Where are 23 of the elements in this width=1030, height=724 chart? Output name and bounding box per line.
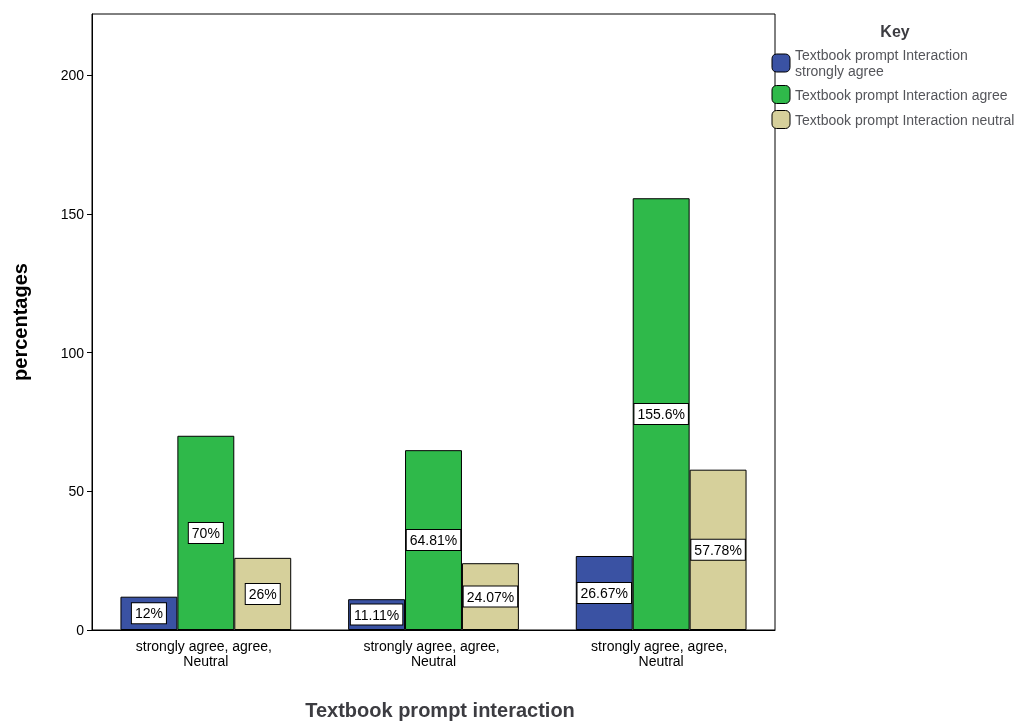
data-label: 57.78% <box>694 541 742 558</box>
x-tick-label: strongly agree, agree, Neutral <box>363 637 504 669</box>
data-label: 11.11% <box>353 606 400 623</box>
y-tick-label: 150 <box>60 205 85 222</box>
data-label: 70% <box>191 524 220 541</box>
data-label: 64.81% <box>409 532 458 549</box>
legend-label: Textbook prompt Interaction agree <box>795 86 1008 103</box>
x-axis-title: Textbook prompt interaction <box>305 699 575 721</box>
y-tick-label: 100 <box>60 344 85 361</box>
y-axis-title: percentages <box>9 263 31 381</box>
x-tick-label: strongly agree, agree, Neutral <box>135 637 276 669</box>
data-label: 24.07% <box>466 588 515 605</box>
legend-label: Textbook prompt Interaction neutral <box>795 111 1015 128</box>
data-label: 26% <box>248 585 277 602</box>
y-tick-label: 200 <box>60 67 85 84</box>
x-tick-label: strongly agree, agree, Neutral <box>591 637 732 669</box>
legend-title: Key <box>880 22 910 40</box>
legend-label: Textbook prompt Interaction strongly agree <box>795 47 972 79</box>
data-label: 155.6% <box>637 406 685 423</box>
data-label: 26.67% <box>580 585 628 601</box>
data-label: 12% <box>134 605 163 622</box>
y-tick-label: 50 <box>68 483 85 500</box>
y-tick-label: 0 <box>76 622 85 638</box>
